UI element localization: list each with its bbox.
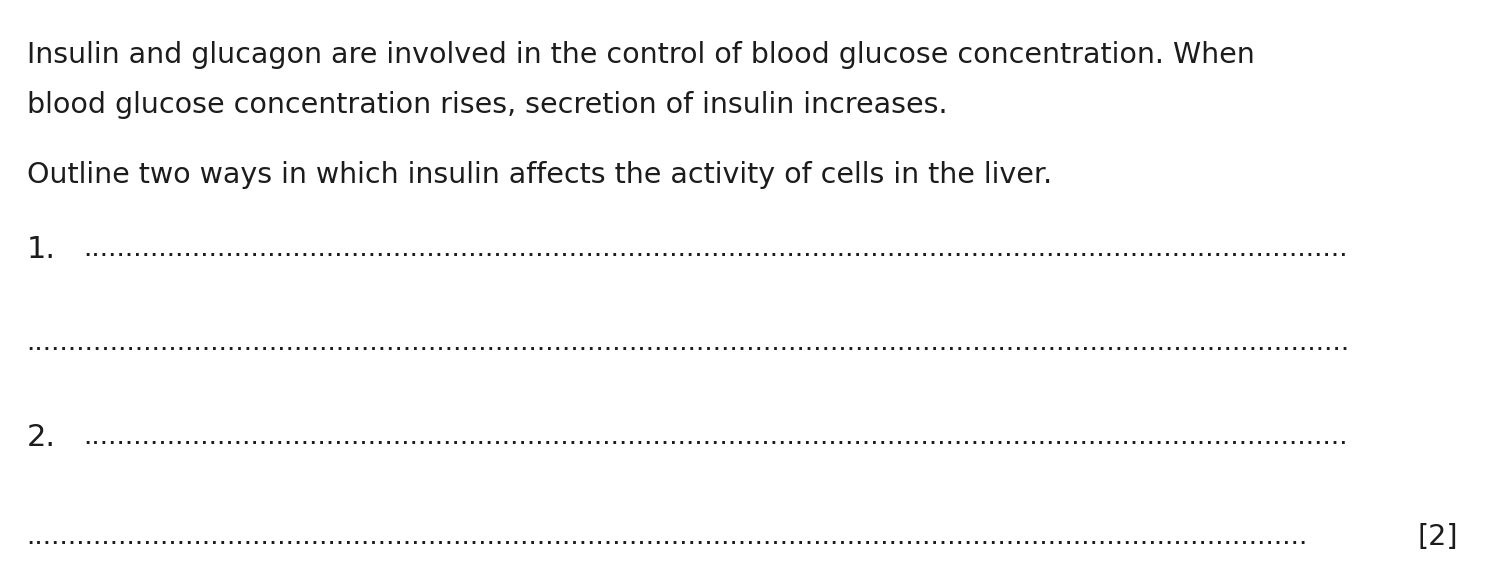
- Text: ................................................................................: ........................................…: [83, 237, 1348, 262]
- Text: Outline two ways in which insulin affects the activity of cells in the liver.: Outline two ways in which insulin affect…: [27, 161, 1051, 190]
- Text: ................................................................................: ........................................…: [27, 524, 1308, 550]
- Text: Insulin and glucagon are involved in the control of blood glucose concentration.: Insulin and glucagon are involved in the…: [27, 41, 1255, 69]
- Text: ................................................................................: ........................................…: [27, 330, 1350, 356]
- Text: 1.: 1.: [27, 235, 56, 264]
- Text: ................................................................................: ........................................…: [83, 424, 1348, 450]
- Text: blood glucose concentration rises, secretion of insulin increases.: blood glucose concentration rises, secre…: [27, 91, 947, 119]
- Text: [2]: [2]: [1418, 523, 1458, 551]
- Text: 2.: 2.: [27, 423, 56, 452]
